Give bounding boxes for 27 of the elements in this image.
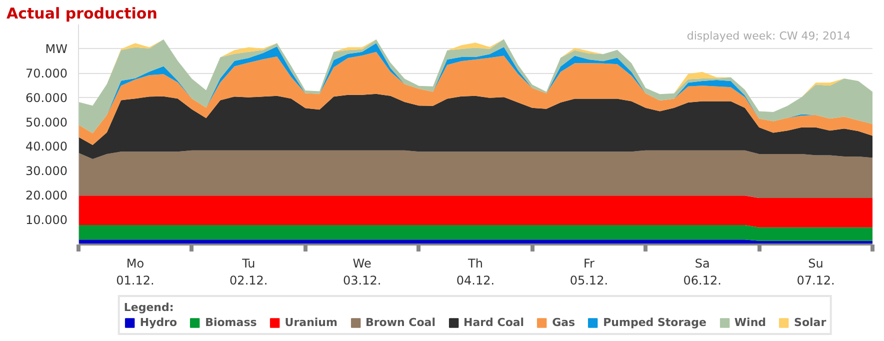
- chart-title: Actual production: [6, 4, 158, 22]
- x-tick-label: Sa 06.12.: [683, 256, 722, 288]
- legend-label: Brown Coal: [365, 316, 436, 329]
- legend-label: Hydro: [140, 316, 178, 329]
- y-tick-label: 50.000: [26, 115, 68, 130]
- y-tick-label: 20.000: [26, 188, 68, 203]
- y-tick-label: 60.000: [26, 90, 68, 105]
- x-tick-label: Th 04.12.: [456, 256, 495, 288]
- legend-label: Wind: [734, 316, 766, 329]
- y-axis-title: MW: [45, 42, 68, 56]
- legend-label: Pumped Storage: [603, 316, 706, 329]
- y-tick-label: 70.000: [26, 66, 68, 80]
- x-tick-label: We 03.12.: [342, 256, 382, 288]
- legend-label: Gas: [552, 316, 576, 329]
- y-tick-label: 40.000: [26, 140, 68, 154]
- x-tick-label: Fr 05.12.: [570, 256, 608, 288]
- legend-label: Hard Coal: [464, 316, 524, 329]
- legend-label: Uranium: [284, 316, 338, 329]
- annotation: displayed week: CW 49; 2014: [686, 30, 851, 42]
- x-tick-label: Mo 01.12.: [116, 256, 154, 288]
- y-tick-label: 10.000: [26, 213, 68, 228]
- legend-title: Legend:: [124, 301, 175, 314]
- x-tick-label: Su 07.12.: [796, 256, 835, 288]
- legend-label: Solar: [794, 316, 826, 329]
- legend-label: Biomass: [205, 316, 257, 329]
- x-tick-label: Tu 02.12.: [230, 256, 268, 288]
- y-tick-label: 30.000: [26, 164, 68, 178]
